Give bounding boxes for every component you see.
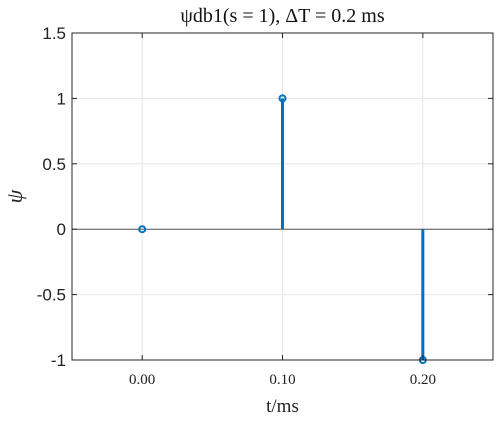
x-tick-label: 0.00 — [129, 372, 155, 388]
y-tick-label: 0 — [57, 220, 66, 239]
y-axis-label: ψ — [2, 189, 27, 203]
chart-title: ψdb1(s = 1), ΔT = 0.2 ms — [180, 5, 384, 27]
x-tick-labels: 0.00 0.10 0.20 — [129, 372, 436, 388]
ticks — [72, 32, 493, 361]
y-tick-label: 1 — [57, 89, 66, 108]
y-tick-label: -0.5 — [37, 286, 66, 305]
y-tick-labels: -1 -0.5 0 0.5 1 1.5 — [37, 24, 66, 370]
x-axis-label: t/ms — [266, 396, 299, 417]
y-tick-label: 1.5 — [42, 24, 66, 43]
y-tick-label: -1 — [51, 351, 66, 370]
stem-marker — [278, 94, 287, 103]
x-tick-label: 0.20 — [410, 372, 436, 388]
stems — [138, 94, 427, 364]
x-tick-label: 0.10 — [269, 372, 295, 388]
y-tick-label: 0.5 — [42, 155, 66, 174]
stem-marker — [138, 225, 147, 234]
